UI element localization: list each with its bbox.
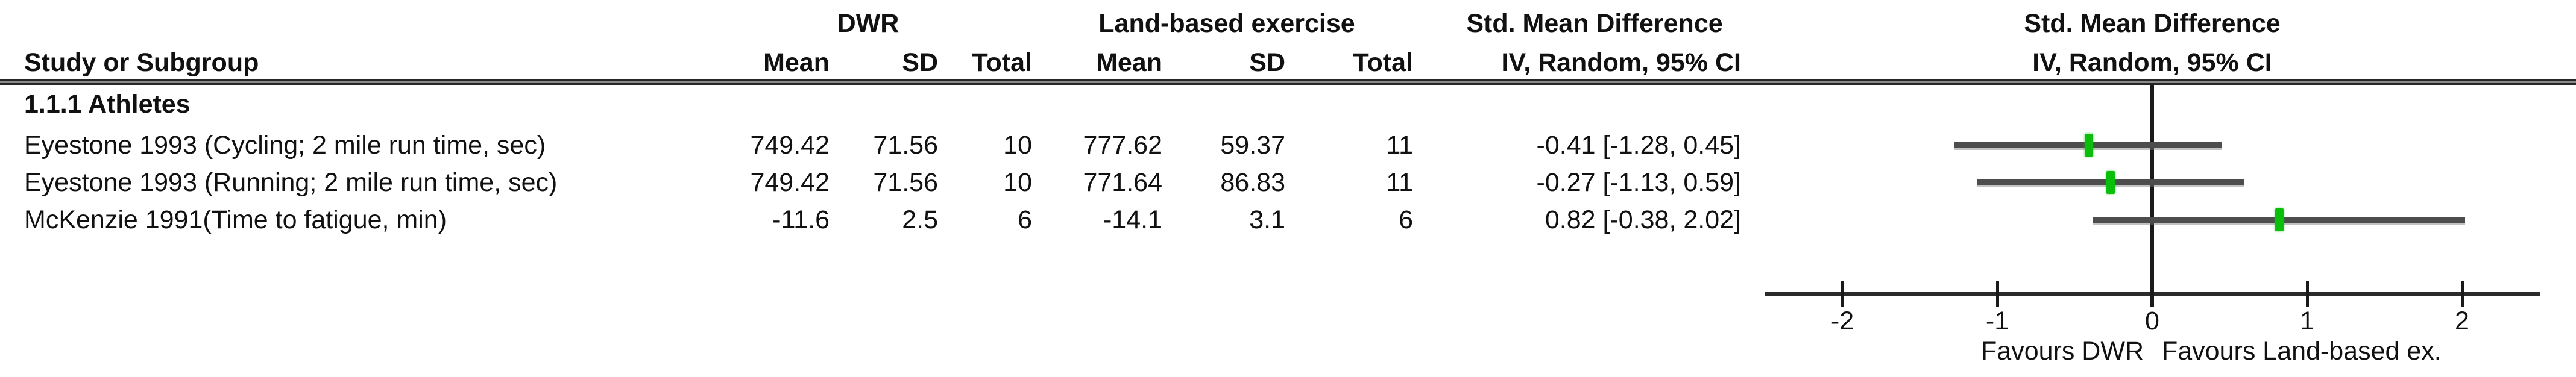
cell-dwr-mean: -11.6 [772, 205, 830, 234]
cell-dwr-sd: 2.5 [902, 205, 938, 234]
axis-tick-label: -2 [1830, 307, 1854, 335]
col-header-sd-dwr: SD [902, 48, 938, 77]
col-header-total-dwr: Total [972, 48, 1032, 77]
smd-header-left: Std. Mean Difference [1466, 9, 1723, 38]
cell-dwr-sd: 71.56 [873, 168, 938, 197]
cell-land-mean: 771.64 [1083, 168, 1162, 197]
header-divider [0, 79, 2576, 85]
axis-tick-label: -1 [1985, 307, 2009, 335]
cell-ci-text: -0.27 [-1.13, 0.59] [1536, 168, 1741, 197]
axis-tick [1996, 281, 1999, 307]
cell-study: Eyestone 1993 (Running; 2 mile run time,… [24, 168, 558, 197]
smd-header-right: Std. Mean Difference [2024, 9, 2281, 38]
cell-land-total: 6 [1399, 205, 1413, 234]
group-header-dwr: DWR [837, 9, 899, 38]
cell-study: McKenzie 1991(Time to fatigue, min) [24, 205, 447, 234]
cell-land-sd: 3.1 [1249, 205, 1285, 234]
col-header-sd-land: SD [1249, 48, 1285, 77]
axis-tick [2461, 281, 2464, 307]
cell-dwr-sd: 71.56 [873, 131, 938, 160]
group-header-land: Land-based exercise [1098, 9, 1355, 38]
col-header-mean-land: Mean [1096, 48, 1162, 77]
col-header-mean-dwr: Mean [763, 48, 830, 77]
axis-tick-label: 0 [2145, 307, 2159, 335]
cell-dwr-mean: 749.42 [750, 168, 830, 197]
cell-dwr-total: 10 [1003, 168, 1032, 197]
zero-line [2150, 85, 2154, 307]
axis-tick [2306, 281, 2309, 307]
favours-left-label: Favours DWR [1981, 337, 2144, 366]
effect-marker [2275, 208, 2284, 231]
col-header-study: Study or Subgroup [24, 48, 259, 77]
cell-land-sd: 59.37 [1220, 131, 1285, 160]
axis-tick-label: 1 [2300, 307, 2314, 335]
cell-land-total: 11 [1386, 168, 1413, 197]
cell-land-sd: 86.83 [1220, 168, 1285, 197]
effect-marker [2106, 171, 2115, 194]
ci-col-header-right: IV, Random, 95% CI [2032, 48, 2272, 77]
col-header-total-land: Total [1353, 48, 1413, 77]
effect-marker [2084, 134, 2093, 157]
subgroup-label: 1.1.1 Athletes [24, 90, 191, 119]
axis-tick [1841, 281, 1844, 307]
cell-land-total: 11 [1386, 131, 1413, 160]
axis-tick-label: 2 [2455, 307, 2469, 335]
cell-dwr-total: 10 [1003, 131, 1032, 160]
axis-tick [2151, 281, 2154, 307]
cell-ci-text: 0.82 [-0.38, 2.02] [1545, 205, 1741, 234]
cell-study: Eyestone 1993 (Cycling; 2 mile run time,… [24, 131, 546, 160]
favours-right-label: Favours Land-based ex. [2162, 337, 2442, 366]
ci-col-header-left: IV, Random, 95% CI [1501, 48, 1741, 77]
cell-dwr-mean: 749.42 [750, 131, 830, 160]
cell-land-mean: -14.1 [1103, 205, 1162, 234]
cell-ci-text: -0.41 [-1.28, 0.45] [1536, 131, 1741, 160]
cell-dwr-total: 6 [1018, 205, 1032, 234]
cell-land-mean: 777.62 [1083, 131, 1162, 160]
